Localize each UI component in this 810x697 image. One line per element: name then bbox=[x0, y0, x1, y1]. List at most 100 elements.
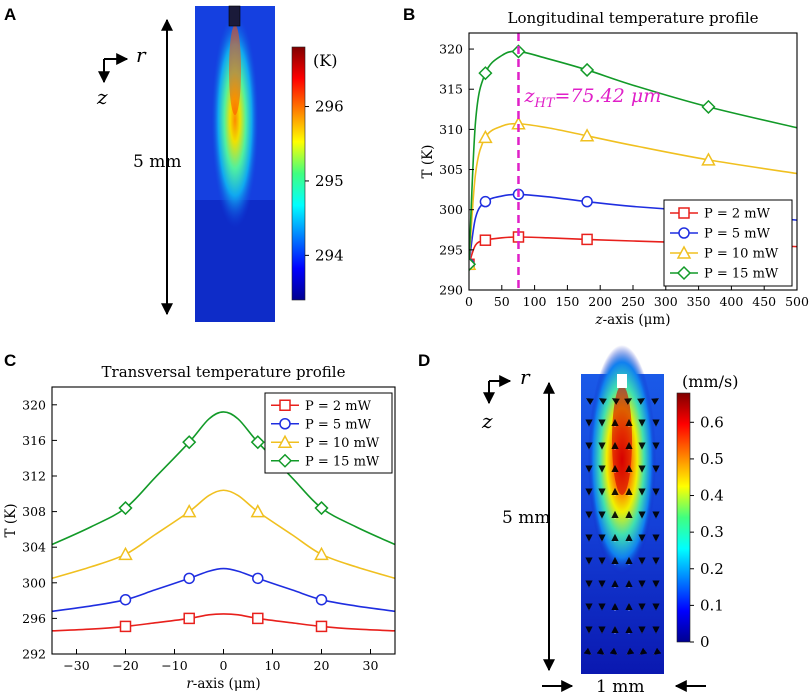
legend-marker-b-2 bbox=[676, 245, 692, 259]
series-line-c-2 bbox=[52, 489, 395, 580]
data-point-c-2-2 bbox=[250, 504, 266, 518]
annotation-label-b: zHT=75.42 μm bbox=[523, 85, 661, 111]
y-tick-label-c-2: 300 bbox=[22, 575, 46, 590]
x-tick-label-b-1: 50 bbox=[494, 294, 510, 309]
data-point-c-2-1 bbox=[181, 504, 197, 518]
legend-entry-c-0: P = 2 mW bbox=[305, 399, 372, 414]
data-point-c-3-3 bbox=[314, 500, 329, 516]
colorbar-tick-label-d-2: 0.4 bbox=[700, 487, 724, 505]
legend-entry-b-0: P = 2 mW bbox=[704, 207, 771, 222]
series-line-b-2 bbox=[469, 122, 797, 265]
y-tick-label-b-5: 315 bbox=[439, 82, 463, 97]
colorbar-tick-label-a-1: 295 bbox=[315, 172, 344, 190]
y-tick-label-b-2: 300 bbox=[439, 202, 463, 217]
y-tick-label-b-3: 305 bbox=[439, 162, 463, 177]
x-tick-label-c-2: −10 bbox=[161, 658, 187, 673]
panel-d: D r z 5 mm 1 mm (mm/s) 0.6 0.5 0.4 0.3 0.2 0.… bbox=[418, 345, 738, 697]
colorbar-a: (K) 296 295 294 bbox=[291, 46, 344, 301]
colorbar-tick-label-d-5: 0.1 bbox=[700, 596, 724, 614]
series-line-c-1 bbox=[52, 567, 395, 613]
data-point-c-1-2 bbox=[252, 572, 264, 585]
axis-r-label-a: r bbox=[136, 43, 147, 67]
data-point-b-3-4 bbox=[701, 99, 716, 114]
colorbar-tick-label-d-3: 0.3 bbox=[700, 523, 724, 541]
colorbar-tick-label-d-4: 0.2 bbox=[700, 560, 724, 578]
data-point-c-3-2 bbox=[250, 435, 265, 450]
legend-marker-c-2 bbox=[277, 434, 293, 448]
r-z-axes-a: r z bbox=[96, 43, 147, 109]
data-point-c-0-3 bbox=[315, 620, 328, 633]
data-point-c-0-1 bbox=[183, 612, 195, 625]
x-tick-label-c-1: −20 bbox=[112, 658, 138, 673]
data-point-c-1-3 bbox=[315, 593, 328, 606]
legend-marker-c-3 bbox=[277, 453, 293, 468]
x-tick-label-c-6: 30 bbox=[363, 658, 379, 673]
r-z-axes-d: r z bbox=[481, 365, 531, 433]
y-tick-label-c-4: 308 bbox=[22, 504, 46, 519]
x-axis-label-b: z-axis (μm) bbox=[595, 312, 671, 328]
colorbar-tick-label-d-1: 0.5 bbox=[700, 450, 724, 468]
length-label-a: 5 mm bbox=[133, 152, 181, 172]
x-tick-label-b-8: 400 bbox=[719, 294, 743, 309]
colorbar-tick-label-d-6: 0 bbox=[700, 633, 710, 651]
x-tick-label-b-3: 150 bbox=[555, 294, 579, 309]
y-tick-label-c-0: 292 bbox=[22, 647, 46, 662]
y-axis-label-b: T (K) bbox=[420, 145, 436, 179]
legend-entry-c-2: P = 10 mW bbox=[305, 436, 380, 451]
data-point-b-1-3 bbox=[581, 195, 593, 208]
x-tick-label-b-6: 300 bbox=[654, 294, 678, 309]
data-point-b-3-0 bbox=[469, 257, 477, 272]
x-tick-label-c-0: −30 bbox=[63, 658, 89, 673]
panel-a: A r z 5 mm (K) 296 295 294 bbox=[4, 5, 344, 322]
data-point-c-0-2 bbox=[252, 612, 264, 625]
panel-letter-d: D bbox=[418, 351, 430, 370]
y-tick-label-c-6: 316 bbox=[22, 433, 46, 448]
data-point-b-3-3 bbox=[580, 62, 595, 78]
colorbar-d: (mm/s) 0.6 0.5 0.4 0.3 0.2 0.1 0 bbox=[676, 372, 738, 651]
panel-letter-b: B bbox=[403, 5, 415, 24]
legend-c: P = 2 mW P = 5 mW P = 10 mW P = 15 mW bbox=[264, 392, 393, 474]
panel-letter-c: C bbox=[4, 351, 16, 370]
x-tick-label-b-2: 100 bbox=[523, 294, 547, 309]
x-tick-label-c-3: 0 bbox=[220, 658, 228, 673]
y-tick-label-b-4: 310 bbox=[439, 122, 463, 137]
legend-marker-b-1 bbox=[678, 227, 690, 239]
x-axis-label-c: r-axis (μm) bbox=[186, 676, 260, 692]
data-point-c-1-1 bbox=[183, 572, 195, 585]
colorbar-tick-label-a-2: 294 bbox=[315, 246, 344, 264]
x-tick-label-b-10: 500 bbox=[785, 294, 809, 309]
data-point-c-2-0 bbox=[118, 546, 133, 561]
panel-c: C Transversal temperature profile −30 −20 −… bbox=[3, 351, 396, 692]
legend-marker-c-1 bbox=[279, 418, 291, 430]
panel-letter-a: A bbox=[4, 5, 16, 24]
legend-marker-b-3 bbox=[676, 265, 692, 281]
width-indicator-d: 1 mm bbox=[542, 677, 706, 697]
data-point-c-2-3 bbox=[314, 546, 329, 561]
data-point-b-2-1 bbox=[478, 129, 493, 144]
colorbar-unit-a: (K) bbox=[313, 51, 337, 70]
data-point-b-2-3 bbox=[579, 128, 595, 142]
y-tick-label-b-0: 290 bbox=[439, 283, 463, 298]
x-tick-label-b-0: 0 bbox=[465, 294, 473, 309]
data-point-c-1-0 bbox=[119, 593, 132, 606]
y-tick-label-c-5: 312 bbox=[22, 469, 46, 484]
data-point-b-0-3 bbox=[581, 233, 593, 246]
legend-marker-b-0 bbox=[678, 207, 690, 219]
colorbar-tick-label-d-0: 0.6 bbox=[700, 413, 724, 431]
data-point-c-0-0 bbox=[119, 620, 132, 633]
axis-z-label-a: z bbox=[96, 85, 108, 109]
chart-title-b: Longitudinal temperature profile bbox=[507, 9, 758, 27]
panel-b: B Longitudinal temperature profile zHT=75… bbox=[403, 5, 809, 328]
y-tick-label-c-3: 304 bbox=[22, 540, 46, 555]
x-tick-label-c-5: 20 bbox=[314, 658, 330, 673]
axis-r-label-d: r bbox=[520, 365, 531, 389]
data-point-b-3-1 bbox=[478, 66, 493, 81]
legend-entry-b-2: P = 10 mW bbox=[704, 247, 779, 262]
temperature-field-image bbox=[195, 5, 275, 322]
y-tick-label-c-1: 296 bbox=[22, 611, 46, 626]
chart-title-c: Transversal temperature profile bbox=[102, 363, 346, 381]
data-point-c-3-1 bbox=[182, 435, 197, 450]
velocity-field-image bbox=[581, 345, 664, 674]
length-label-d: 5 mm bbox=[502, 508, 550, 528]
x-tick-label-b-5: 250 bbox=[621, 294, 645, 309]
